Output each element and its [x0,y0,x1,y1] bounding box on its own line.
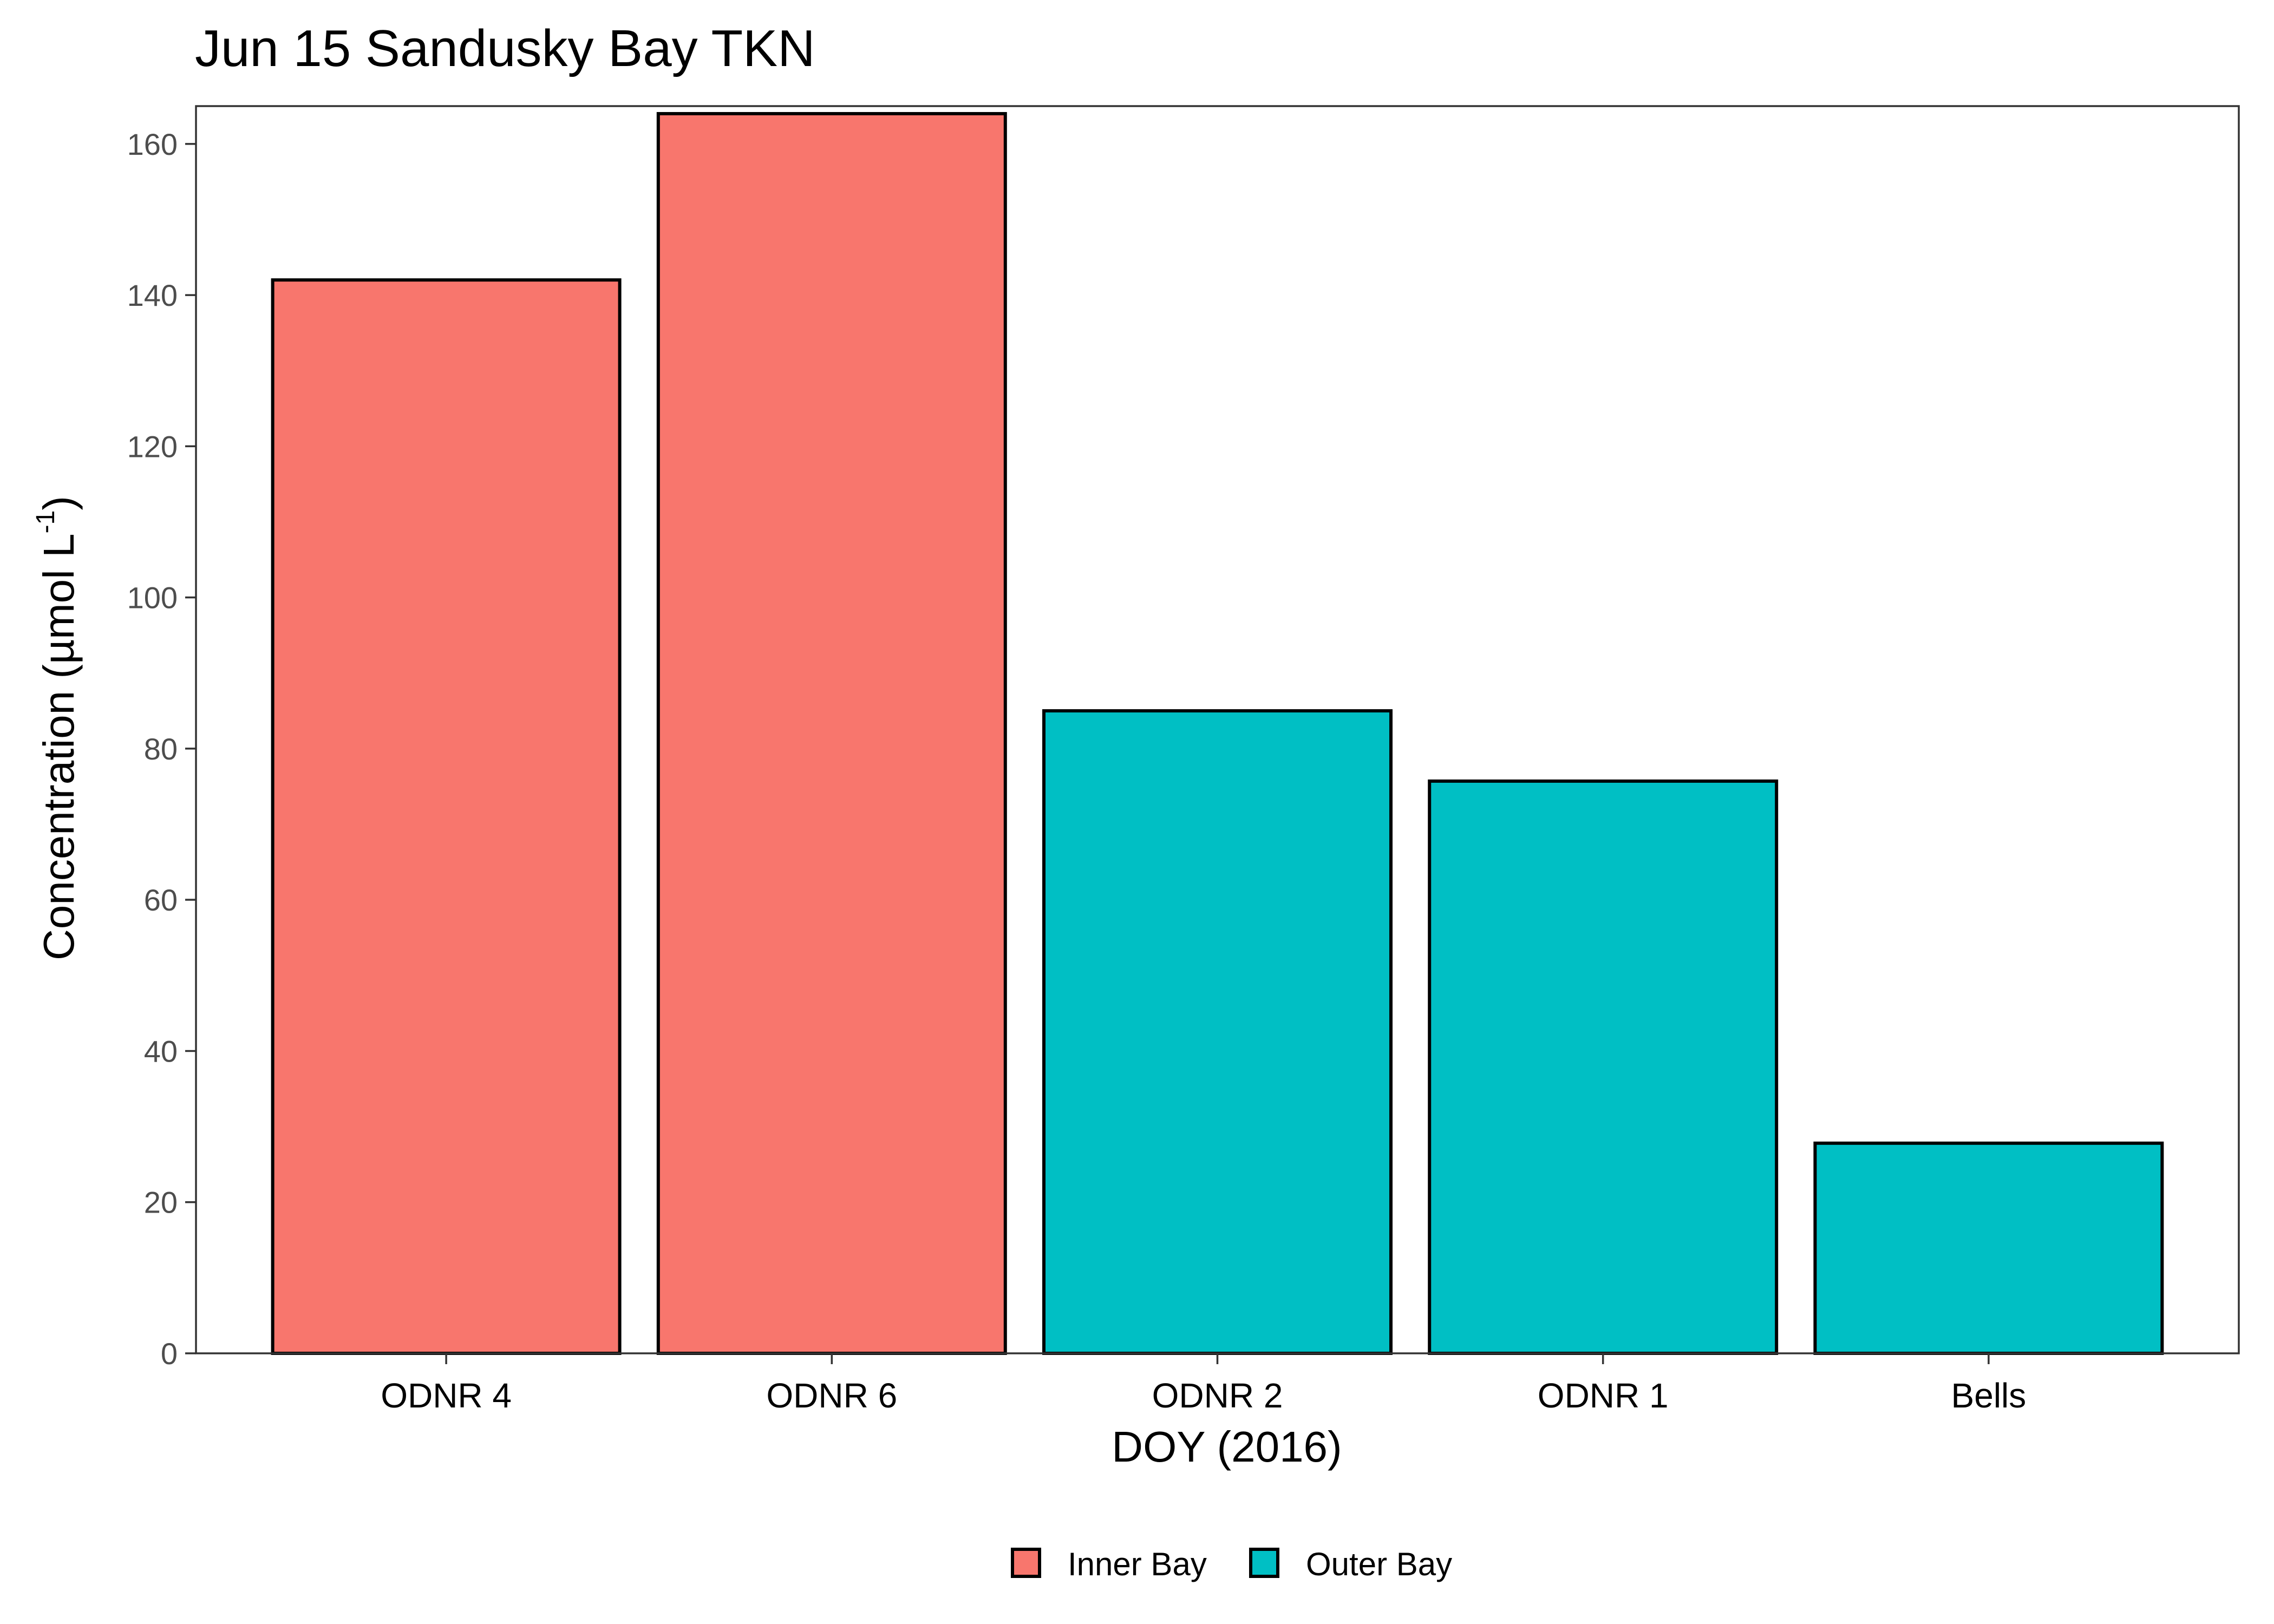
x-axis: ODNR 4 ODNR 6 ODNR 2 ODNR 1 Bells [381,1353,2026,1415]
legend-label: Outer Bay [1306,1546,1452,1582]
bar-odnr-4 [271,278,622,1355]
y-tick-label: 140 [127,278,178,312]
y-tick-label: 160 [127,127,178,161]
y-tick-label: 120 [127,429,178,463]
x-tick-label: ODNR 1 [1538,1376,1669,1415]
plot-panel-border [195,105,2240,1354]
legend: Inner Bay Outer Bay [1011,1546,1452,1582]
y-axis-title-close: ) [35,496,83,510]
y-axis-title-main: Concentration (µmol L [35,533,83,960]
bar-odnr-1 [1428,779,1779,1355]
legend-key-outer-bay [1249,1548,1279,1578]
y-tick-label: 100 [127,581,178,615]
bar-odnr-6 [656,112,1007,1355]
y-tick-label: 0 [161,1337,178,1371]
bar-bells [1813,1141,2164,1355]
x-tick-label: ODNR 6 [766,1376,897,1415]
y-tick-label: 80 [144,732,178,766]
bar-odnr-2 [1042,709,1393,1355]
x-tick-label: Bells [1951,1376,2027,1415]
y-axis: 0 20 40 60 80 100 120 140 160 [127,127,196,1371]
y-axis-title: Concentration (µmol L-1) [31,496,83,960]
y-axis-title-superscript: -1 [31,510,60,534]
x-tick-label: ODNR 2 [1152,1376,1283,1415]
x-tick-label: ODNR 4 [381,1376,512,1415]
chart-title: Jun 15 Sandusky Bay TKN [195,19,815,77]
y-tick-label: 20 [144,1186,178,1220]
x-axis-title: DOY (2016) [1112,1423,1342,1471]
bars [271,112,2164,1355]
y-tick-label: 40 [144,1034,178,1068]
legend-key-inner-bay [1011,1548,1041,1578]
legend-label: Inner Bay [1068,1546,1207,1582]
y-tick-label: 60 [144,883,178,917]
